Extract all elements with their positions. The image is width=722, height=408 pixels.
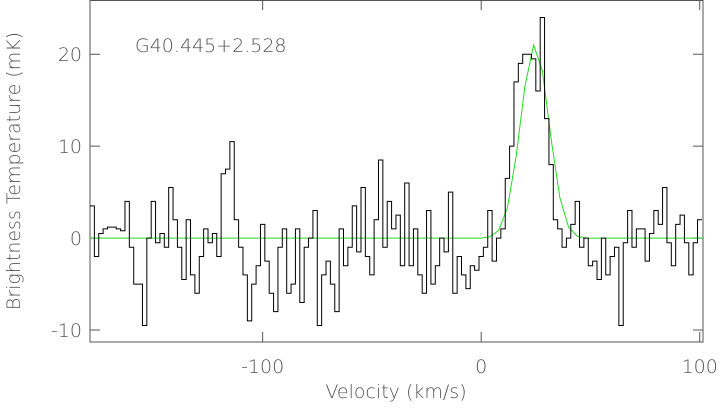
y-tick-label: 20 (58, 44, 82, 66)
fit-curve (90, 43, 703, 239)
x-tick-label: 100 (682, 356, 718, 378)
x-axis-label: Velocity (km/s) (325, 381, 466, 403)
x-tick-label: 0 (475, 356, 487, 378)
y-tick-label: 10 (58, 136, 82, 158)
plot-frame (89, 0, 704, 343)
spectrum (90, 16, 702, 326)
y-tick-label: -10 (51, 320, 82, 342)
annotation: G40.445+2.528 (135, 35, 287, 57)
x-tick-label: -100 (241, 356, 284, 378)
y-tick-label: 0 (70, 228, 82, 250)
y-axis-label: Brightness Temperature (mK) (3, 32, 25, 310)
